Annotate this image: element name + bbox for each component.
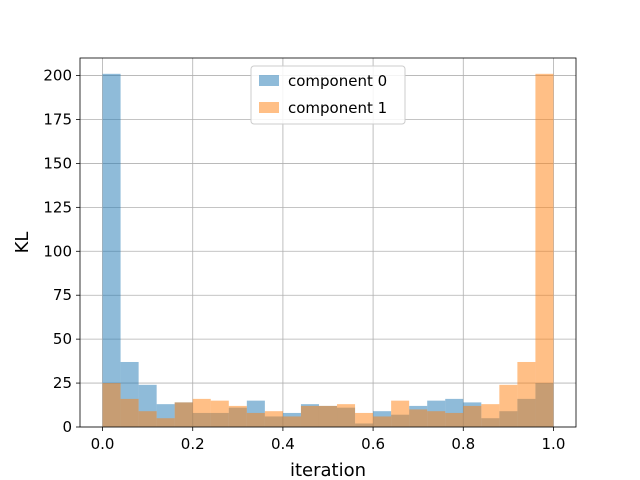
bar-series-1-bin-1 bbox=[120, 398, 139, 427]
y-tick-label: 100 bbox=[43, 242, 72, 260]
y-tick-label: 125 bbox=[43, 198, 72, 216]
bar-series-1-bin-2 bbox=[138, 411, 157, 427]
legend-label-0: component 0 bbox=[288, 72, 387, 90]
x-tick-label: 0.2 bbox=[181, 435, 205, 453]
bar-series-1-bin-14 bbox=[355, 412, 374, 427]
bar-series-1-bin-12 bbox=[318, 405, 338, 427]
bar-series-1-bin-7 bbox=[228, 405, 247, 427]
bar-series-1-bin-9 bbox=[264, 411, 283, 427]
x-tick-label: 0.8 bbox=[451, 435, 475, 453]
plot-frame bbox=[79, 57, 577, 428]
y-tick-label: 75 bbox=[53, 286, 72, 304]
bar-series-0-bin-0 bbox=[102, 73, 121, 428]
bar-series-1-bin-23 bbox=[517, 361, 536, 427]
y-tick-label: 50 bbox=[53, 330, 72, 348]
x-tick-label: 0.4 bbox=[271, 435, 295, 453]
bar-series-1-bin-24 bbox=[535, 73, 554, 428]
histogram-bars bbox=[102, 73, 554, 428]
bar-series-1-bin-3 bbox=[156, 418, 175, 427]
legend-box bbox=[250, 65, 406, 125]
axis-ticks: 0.0 0.2 0.4 0.6 0.8 1.0 0 25 50 75 100 125 150 175 200 bbox=[43, 67, 565, 453]
bar-series-1-bin-17 bbox=[409, 409, 428, 427]
bar-series-1-bin-21 bbox=[481, 404, 500, 427]
y-tick-label: 25 bbox=[53, 374, 72, 392]
bar-series-1-bin-11 bbox=[300, 405, 319, 427]
legend-swatch-0 bbox=[259, 75, 279, 86]
bar-series-1-bin-20 bbox=[463, 405, 482, 427]
legend: component 0 component 1 bbox=[250, 65, 406, 125]
bar-series-1-bin-5 bbox=[192, 398, 211, 427]
bar-series-1-bin-19 bbox=[445, 412, 464, 427]
bar-series-1-bin-10 bbox=[282, 416, 301, 427]
y-tick-label: 200 bbox=[43, 67, 72, 85]
y-axis-label: KL bbox=[12, 232, 33, 254]
y-tick-label: 175 bbox=[43, 111, 72, 129]
legend-label-1: component 1 bbox=[288, 99, 387, 117]
x-tick-label: 0.0 bbox=[91, 435, 115, 453]
x-axis-label: iteration bbox=[290, 460, 366, 480]
bar-series-1-bin-0 bbox=[102, 383, 121, 427]
x-tick-label: 0.6 bbox=[361, 435, 385, 453]
x-tick-label: 1.0 bbox=[542, 435, 566, 453]
bar-series-1-bin-4 bbox=[174, 402, 193, 427]
bar-series-1-bin-8 bbox=[246, 412, 265, 427]
legend-swatch-1 bbox=[259, 102, 279, 113]
bar-series-1-bin-22 bbox=[499, 384, 518, 427]
bar-series-1-bin-13 bbox=[337, 404, 356, 427]
bar-series-1-bin-18 bbox=[427, 411, 446, 427]
y-tick-label: 0 bbox=[62, 418, 72, 436]
bar-series-1-bin-15 bbox=[373, 416, 392, 427]
bar-series-1-bin-6 bbox=[210, 400, 229, 427]
y-tick-label: 150 bbox=[43, 154, 72, 172]
bar-series-1-bin-16 bbox=[391, 400, 410, 427]
